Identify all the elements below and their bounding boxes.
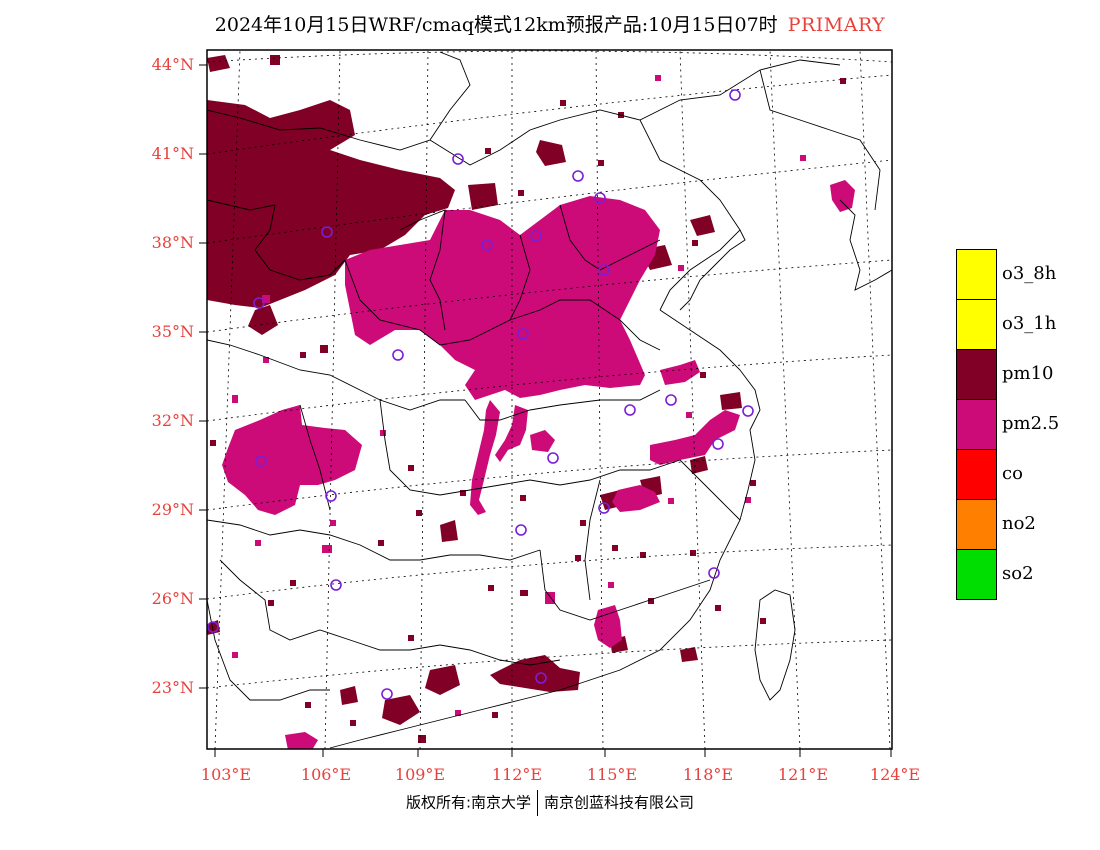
lon-label: 103°E (200, 765, 252, 784)
lat-label: 29°N (151, 500, 194, 519)
legend-label: co (1002, 463, 1023, 484)
station-marker (515, 524, 527, 536)
station-marker (330, 579, 342, 591)
station-marker (452, 153, 464, 165)
pm25-region-layer (222, 180, 855, 749)
station-marker (325, 490, 337, 502)
boundaries (207, 51, 892, 749)
lon-label: 118°E (682, 765, 734, 784)
lat-label: 44°N (151, 55, 194, 74)
station-marker (381, 688, 393, 700)
legend-swatch (956, 449, 997, 500)
station-marker (572, 170, 584, 182)
station-marker (517, 328, 529, 340)
lat-label: 23°N (151, 678, 194, 697)
station-marker (207, 621, 219, 633)
copyright-footer: 版权所有:南京大学 南京创蓝科技有限公司 (0, 790, 1100, 816)
station-marker (665, 394, 677, 406)
scattered-cells (210, 55, 846, 743)
station-marker (729, 89, 741, 101)
station-marker (624, 404, 636, 416)
legend-swatch (956, 299, 997, 350)
lon-label: 109°E (394, 765, 446, 784)
legend-swatch (956, 249, 997, 300)
lat-label: 41°N (151, 144, 194, 163)
station-marker (253, 297, 265, 309)
station-marker (481, 239, 493, 251)
lat-label: 35°N (151, 322, 194, 341)
legend-label: pm10 (1002, 363, 1054, 384)
legend-label: o3_1h (1002, 313, 1057, 334)
map-frame (206, 49, 893, 750)
title-text: 2024年10月15日WRF/cmaq模式12km预报产品:10月15日07时 (214, 14, 778, 36)
lon-label: 115°E (586, 765, 638, 784)
legend-label: so2 (1002, 563, 1034, 584)
copyright-company: 南京创蓝科技有限公司 (544, 793, 695, 812)
axis-ticks (199, 64, 892, 757)
station-marker (392, 349, 404, 361)
lon-label: 106°E (300, 765, 352, 784)
legend-label: pm2.5 (1002, 413, 1060, 434)
copyright-owner: 版权所有:南京大学 (405, 793, 532, 812)
station-marker (530, 230, 542, 242)
legend-label: o3_8h (1002, 263, 1057, 284)
legend-swatch (956, 549, 997, 600)
legend-swatch (956, 399, 997, 450)
station-marker (708, 567, 720, 579)
station-marker (321, 226, 333, 238)
graticule (207, 50, 892, 749)
station-markers (207, 89, 754, 700)
station-marker (598, 502, 610, 514)
station-marker (594, 192, 606, 204)
lat-label: 32°N (151, 411, 194, 430)
station-marker (598, 264, 610, 276)
station-marker (255, 455, 267, 467)
legend-label: no2 (1002, 513, 1036, 534)
lat-label: 26°N (151, 589, 194, 608)
station-marker (547, 452, 559, 464)
lon-label: 124°E (869, 765, 921, 784)
lon-label: 121°E (777, 765, 829, 784)
station-marker (535, 672, 547, 684)
legend-swatch (956, 349, 997, 400)
station-marker (712, 438, 724, 450)
footer-separator (537, 790, 539, 816)
station-marker (742, 405, 754, 417)
map-title: 2024年10月15日WRF/cmaq模式12km预报产品:10月15日07时 P… (0, 10, 1100, 37)
title-primary-badge: PRIMARY (787, 14, 886, 36)
lon-label: 112°E (491, 765, 543, 784)
legend-swatch (956, 499, 997, 550)
lat-label: 38°N (151, 233, 194, 252)
